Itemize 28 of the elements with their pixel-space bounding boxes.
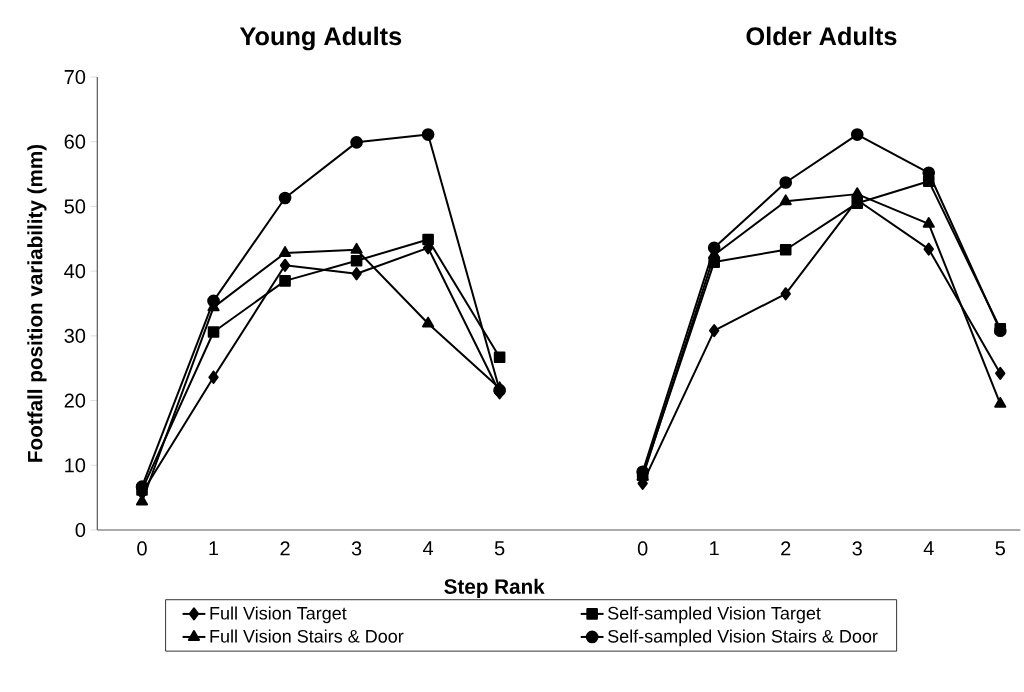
y-tick-label: 10 [65,458,86,473]
x-axis-title: Step Rank [444,578,545,598]
y-tick-label: 60 [64,134,86,149]
legend-label: Self-sampled Vision Stairs & Door [608,629,878,647]
y-tick-label: 50 [64,199,86,214]
legend-label: Self-sampled Vision Target [608,606,821,624]
x-tick-label: 0 [137,541,147,556]
x-tick-label: 3 [852,541,862,556]
x-tick-label: 0 [637,541,648,556]
y-tick-label: 20 [64,393,86,408]
y-axis-title: Footfall position variability (mm) [27,144,47,462]
x-tick-label: 4 [423,541,434,556]
x-tick-label: 1 [209,541,219,556]
x-tick-label: 2 [280,541,290,556]
text: Young Adults [239,26,402,51]
x-tick-label: 1 [710,541,719,556]
x-tick-label: 5 [995,541,1005,556]
x-tick-label: 4 [923,541,934,556]
legend-label: Full Vision Target [210,606,347,624]
x-tick-label: 3 [351,541,362,556]
y-tick-label: 0 [75,522,86,538]
text: Older Adults [746,26,897,46]
y-tick-label: 40 [64,264,86,279]
legend-label: Full Vision Stairs & Door [210,629,404,643]
x-tick-label: 5 [494,541,505,556]
y-tick-label: 70 [64,69,86,85]
y-tick-label: 30 [64,328,86,343]
x-tick-label: 2 [781,541,791,556]
